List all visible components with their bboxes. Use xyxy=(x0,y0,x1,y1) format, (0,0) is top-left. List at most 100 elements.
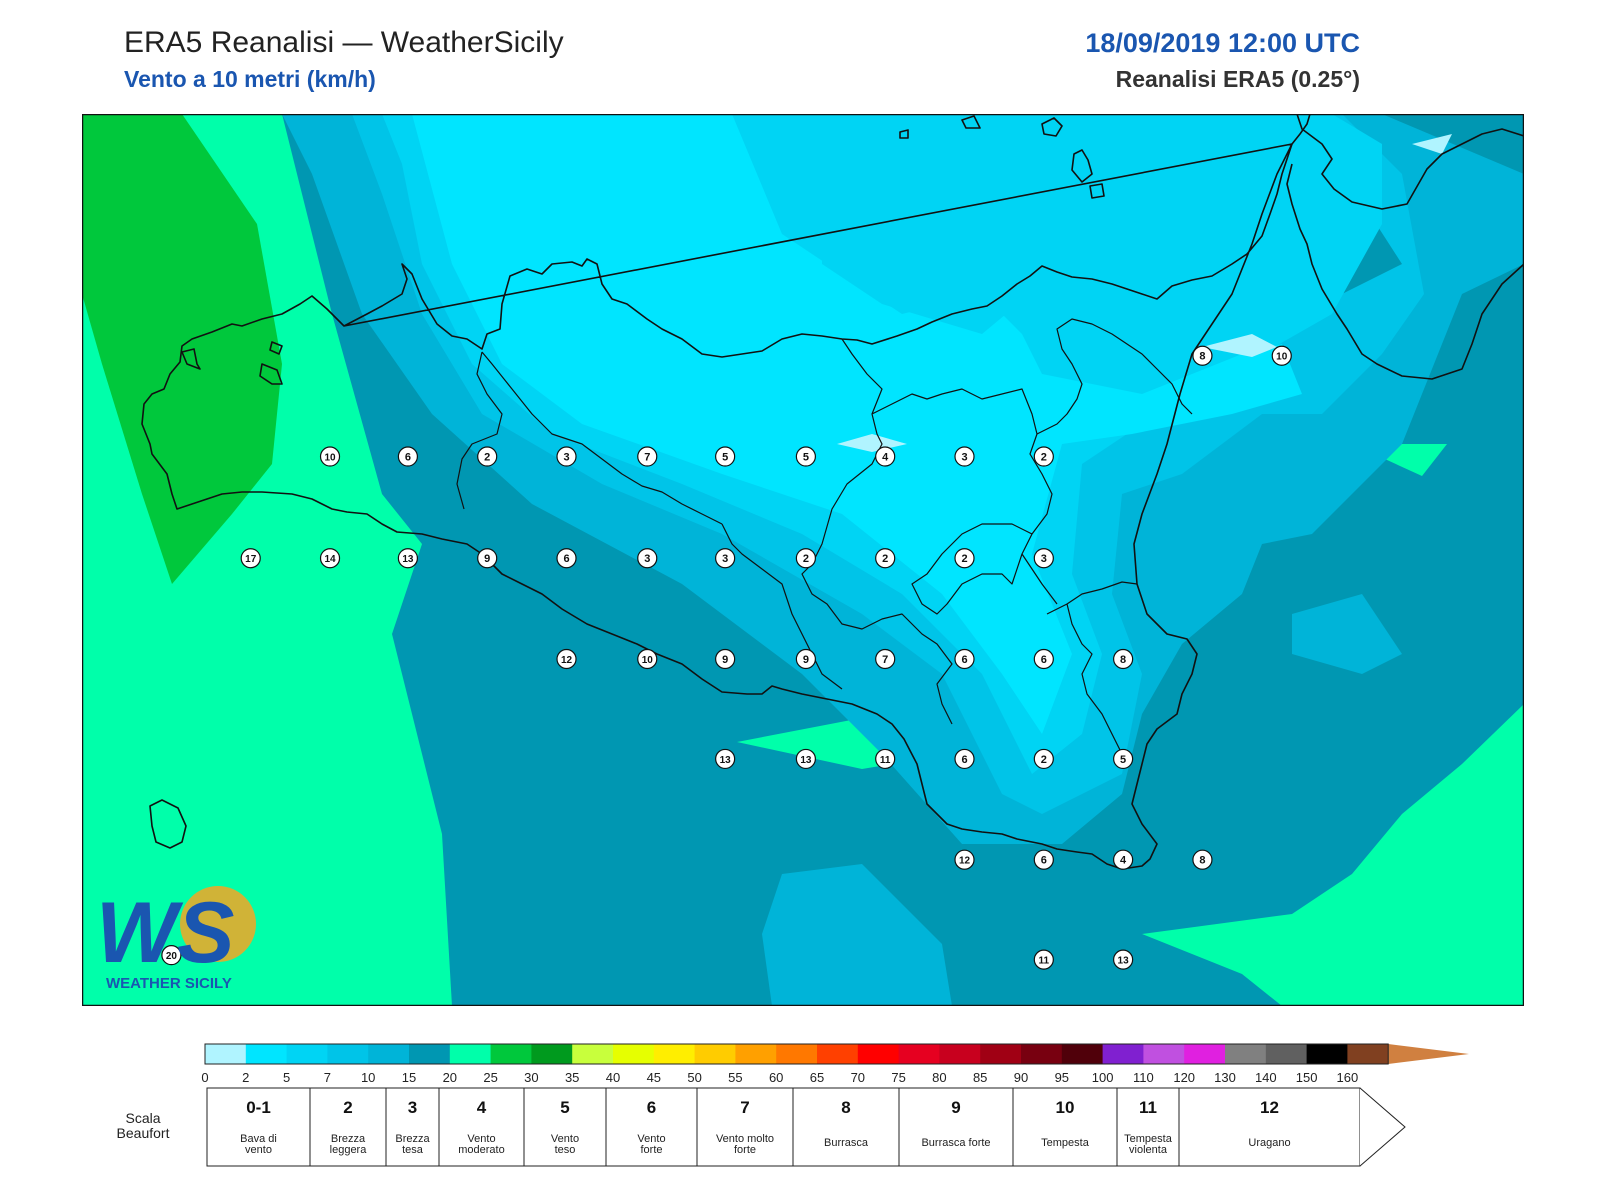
station-marker xyxy=(477,446,498,467)
colorbar-swatch xyxy=(572,1044,614,1064)
beaufort-number: 11 xyxy=(1139,1098,1157,1117)
beaufort-box: 12 Uragano xyxy=(1178,1087,1361,1167)
station-marker xyxy=(637,648,658,670)
beaufort-number: 4 xyxy=(477,1098,487,1117)
wind-station: 3 xyxy=(954,446,975,467)
wind-map: 10 6 2 3 7 5 5 4 3 2 17 14 13 9 6 3 3 2 2 2 3 12 10 9 9 7 6 6 8 13 13 1… xyxy=(82,114,1524,1006)
station-marker xyxy=(556,648,577,670)
wind-station: 5 xyxy=(795,446,816,467)
station-marker xyxy=(319,446,341,467)
colorbar-swatch xyxy=(613,1044,655,1064)
wind-station: 13 xyxy=(1113,949,1134,970)
wind-station: 17 xyxy=(240,548,261,569)
colorbar-tick-label: 130 xyxy=(1214,1070,1236,1085)
wind-station: 6 xyxy=(556,548,577,569)
station-wind-value: 7 xyxy=(644,452,650,464)
station-marker xyxy=(715,446,736,467)
wind-station: 6 xyxy=(1033,849,1054,870)
sicily-coast xyxy=(141,143,1293,870)
wind-station: 13 xyxy=(795,748,816,770)
station-marker xyxy=(240,548,261,569)
wind-station: 6 xyxy=(1033,648,1054,670)
station-wind-value: 8 xyxy=(1120,654,1126,666)
station-wind-value: 7 xyxy=(882,654,888,666)
station-marker xyxy=(1033,748,1054,770)
colorbar-tick-label: 160 xyxy=(1337,1070,1359,1085)
province-borders xyxy=(456,318,1193,755)
beaufort-description: Tempesta violenta xyxy=(1124,1133,1173,1156)
station-marker xyxy=(1271,345,1292,366)
beaufort-box: 11 Tempesta violenta xyxy=(1116,1087,1180,1167)
beaufort-cell xyxy=(1012,1087,1118,1167)
station-marker xyxy=(715,748,736,770)
colorbar-swatch xyxy=(1143,1044,1185,1064)
beaufort-number: 0-1 xyxy=(246,1098,271,1117)
colorbar-swatch xyxy=(1061,1044,1104,1064)
station-wind-value: 10 xyxy=(324,453,336,464)
colorbar-tick-label: 150 xyxy=(1296,1070,1318,1085)
colorbar-tick-label: 2 xyxy=(242,1070,249,1085)
weather-sicily-logo: WS WEATHER SICILY xyxy=(96,885,256,992)
beaufort-number: 2 xyxy=(343,1098,352,1117)
colorbar-border xyxy=(204,1043,1389,1065)
colorbar-swatch xyxy=(368,1044,410,1064)
wind-station: 2 xyxy=(954,548,975,569)
station-wind-value: 12 xyxy=(561,655,573,666)
wind-station: 12 xyxy=(556,648,577,670)
beaufort-description: Burrasca xyxy=(824,1137,869,1149)
colorbar-tick-label: 65 xyxy=(810,1070,824,1085)
station-marker xyxy=(795,548,816,569)
colorbar-arrow xyxy=(1388,1044,1469,1064)
beaufort-box: 7 Vento molto forte xyxy=(696,1087,794,1167)
beaufort-box: 0-1 Bava di vento xyxy=(206,1087,311,1167)
station-wind-value: 6 xyxy=(1041,654,1047,666)
station-wind-value: 5 xyxy=(722,452,728,464)
logo-text: WEATHER SICILY xyxy=(106,975,232,992)
wind-station: 12 xyxy=(954,849,975,870)
beaufort-number: 5 xyxy=(560,1098,569,1117)
station-marker xyxy=(954,849,975,870)
station-wind-value: 4 xyxy=(1120,855,1127,867)
wind-station: 2 xyxy=(795,548,816,569)
wind-station: 7 xyxy=(875,648,896,670)
station-wind-value: 2 xyxy=(961,553,967,565)
colorbar-swatch xyxy=(1225,1044,1267,1064)
colorbar-tick-label: 40 xyxy=(606,1070,620,1085)
colorbar-tick-label: 85 xyxy=(973,1070,987,1085)
station-marker xyxy=(1113,748,1134,770)
beaufort-number: 8 xyxy=(841,1098,850,1117)
colorbar-tick-label: 35 xyxy=(565,1070,579,1085)
wind-station: 13 xyxy=(397,548,418,569)
wind-station: 11 xyxy=(1033,949,1054,970)
colorbar-ticks: 0 2 5 7 10 15 20 25 30 35 40 45 50 55 60 65 70 75 80 85 90 95… xyxy=(201,1070,1358,1085)
beaufort-cell xyxy=(696,1087,794,1167)
wind-station: 9 xyxy=(477,548,498,569)
station-wind-value: 10 xyxy=(1276,352,1288,363)
colorbar-swatch xyxy=(245,1044,288,1064)
coastline xyxy=(141,114,1524,870)
colorbar-tick-label: 25 xyxy=(483,1070,497,1085)
beaufort-description: Tempesta xyxy=(1041,1137,1090,1149)
colorbar-tick-label: 60 xyxy=(769,1070,783,1085)
station-marker xyxy=(954,648,975,670)
beaufort-cell xyxy=(1178,1087,1361,1167)
wind-station: 3 xyxy=(637,548,658,569)
messina-coast xyxy=(1291,114,1311,145)
colorbar-swatch xyxy=(1184,1044,1226,1064)
beaufort-cell xyxy=(792,1087,900,1167)
colorbar-tick-label: 95 xyxy=(1055,1070,1069,1085)
station-marker xyxy=(556,446,577,467)
beaufort-cell xyxy=(438,1087,525,1167)
station-wind-value: 9 xyxy=(722,654,728,666)
wind-station: 3 xyxy=(715,548,736,569)
station-marker xyxy=(1033,949,1054,970)
station-wind-value: 9 xyxy=(484,553,490,565)
station-wind-value: 20 xyxy=(166,951,178,962)
colorbar-swatch xyxy=(327,1044,369,1064)
colorbar-swatch xyxy=(1306,1044,1348,1064)
beaufort-label: Beaufort xyxy=(117,1125,170,1141)
wind-band-7-10-east xyxy=(1292,594,1402,674)
beaufort-description: Vento forte xyxy=(637,1133,665,1156)
station-wind-value: 13 xyxy=(402,554,414,565)
station-wind-value: 9 xyxy=(803,654,809,666)
